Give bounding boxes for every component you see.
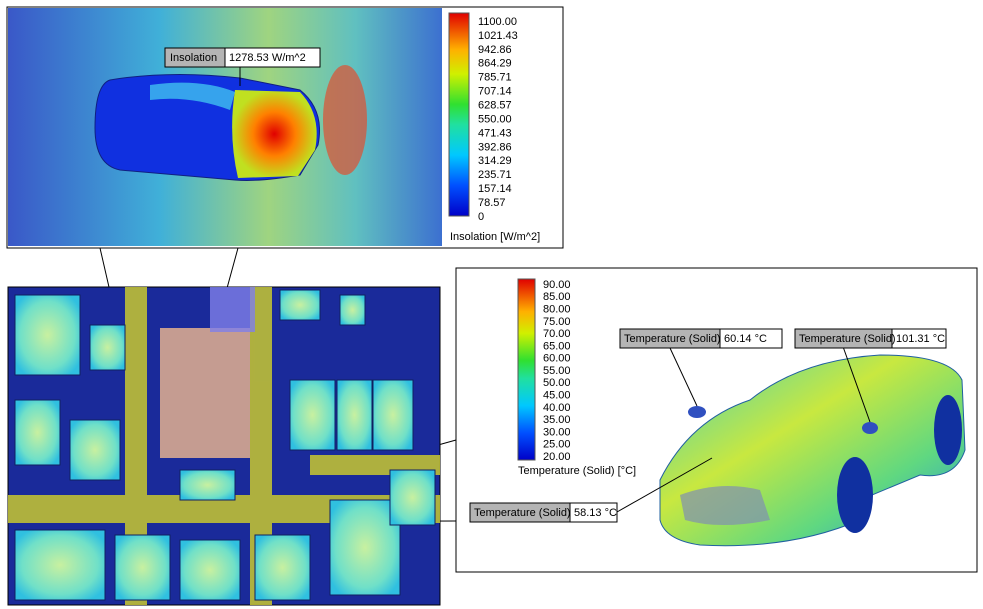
colorbar-tick-label: 157.14 <box>478 183 512 195</box>
callout-value: 60.14 °C <box>724 333 767 345</box>
callout: Temperature (Solid) 101.31 °C <box>794 328 947 423</box>
colorbar <box>448 12 470 217</box>
callout-value: 1278.53 W/m^2 <box>229 52 306 64</box>
callout-label: Temperature (Solid) <box>799 333 896 345</box>
colorbar-tick-label: 235.71 <box>478 169 512 181</box>
colorbar-title: Insolation [W/m^2] <box>450 231 540 243</box>
colorbar-tick-label: 20.00 <box>543 451 571 463</box>
colorbar-title: Temperature (Solid) [°C] <box>518 465 636 477</box>
colorbar-tick-label: 628.57 <box>478 99 512 111</box>
colorbar <box>517 278 536 461</box>
callout-group: Temperature (Solid) 60.14 °C Temperature (… <box>469 328 947 523</box>
colorbar-tick-label: 707.14 <box>478 86 512 98</box>
callout: Temperature (Solid) 58.13 °C <box>469 457 713 523</box>
colorbar-tick-label: 45.00 <box>543 389 571 401</box>
colorbar-tick-label: 70.00 <box>543 328 571 340</box>
colorbar-tick-label: 30.00 <box>543 426 571 438</box>
colorbar-tick-label: 0 <box>478 211 484 223</box>
callout: Temperature (Solid) 60.14 °C <box>619 328 783 407</box>
callout: Insolation 1278.53 W/m^2 <box>164 47 321 86</box>
callout-value: 58.13 °C <box>574 507 617 519</box>
colorbar-tick-label: 392.86 <box>478 141 512 153</box>
callout-label: Insolation <box>170 52 217 64</box>
colorbar-tick-label: 864.29 <box>478 58 512 70</box>
colorbar-tick-label: 65.00 <box>543 340 571 352</box>
city-map <box>7 286 441 606</box>
callout-value: 101.31 °C <box>896 333 945 345</box>
colorbar-tick-label: 1100.00 <box>478 16 517 28</box>
colorbar-tick-label: 55.00 <box>543 365 571 377</box>
callout-label: Temperature (Solid) <box>474 507 571 519</box>
colorbar-tick-label: 314.29 <box>478 155 512 167</box>
colorbar-tick-label: 25.00 <box>543 439 571 451</box>
colorbar-tick-label: 1021.43 <box>478 30 518 42</box>
temperature-panel: Temperature (Solid) [°C] Temperature (So… <box>455 267 978 573</box>
callout-label: Temperature (Solid) <box>624 333 721 345</box>
colorbar-tick-label: 85.00 <box>543 291 571 303</box>
colorbar-tick-label: 35.00 <box>543 414 571 426</box>
colorbar-tick-label: 90.00 <box>543 279 571 291</box>
colorbar-tick-label: 60.00 <box>543 353 571 365</box>
colorbar-tick-label: 550.00 <box>478 113 512 125</box>
colorbar-tick-label: 50.00 <box>543 377 571 389</box>
colorbar-tick-label: 942.86 <box>478 44 512 56</box>
colorbar-tick-label: 785.71 <box>478 72 512 84</box>
colorbar-tick-label: 80.00 <box>543 303 571 315</box>
insolation-panel: Insolation [W/m^2] Insolation 1278.53 W/… <box>6 6 564 249</box>
colorbar-tick-label: 471.43 <box>478 127 512 139</box>
colorbar-tick-label: 75.00 <box>543 316 571 328</box>
colorbar-tick-label: 40.00 <box>543 402 571 414</box>
colorbar-tick-label: 78.57 <box>478 197 506 209</box>
